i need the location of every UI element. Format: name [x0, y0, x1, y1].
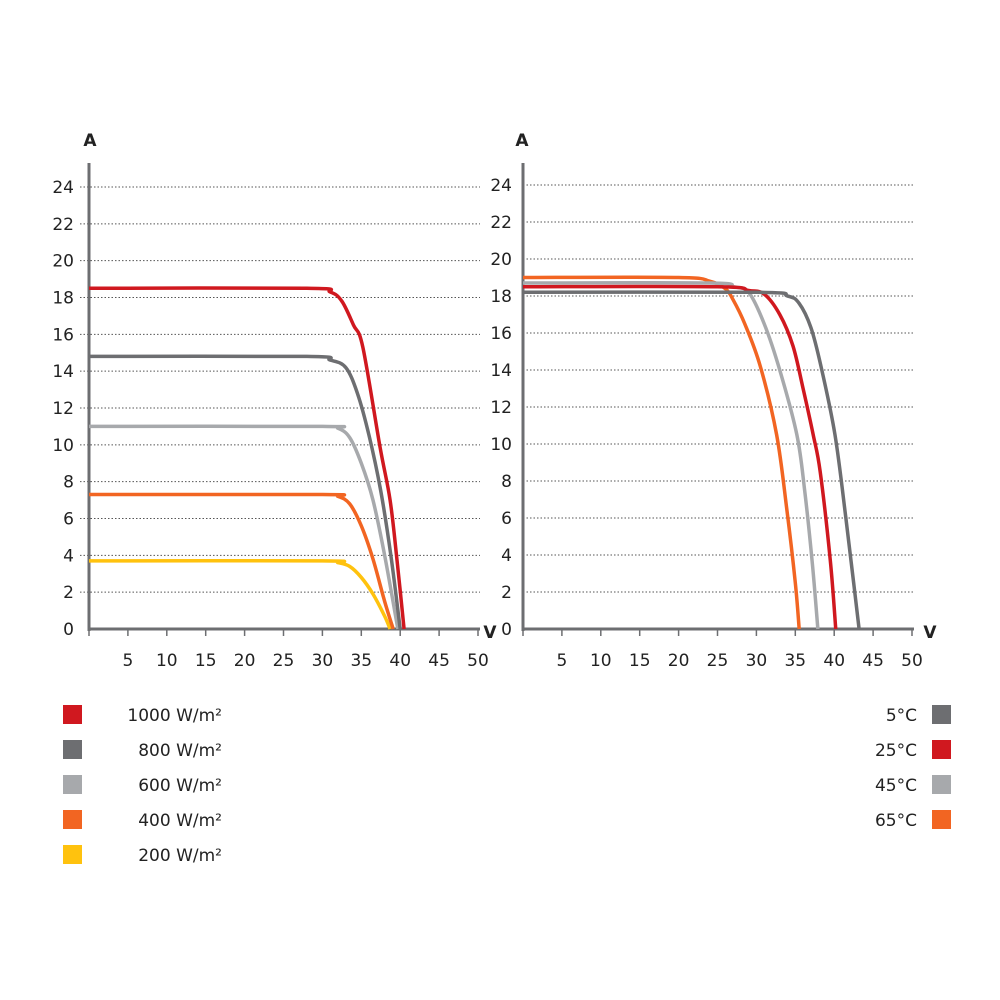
series-line — [522, 281, 820, 630]
y-tick-label: 16 — [52, 325, 74, 345]
series-line — [88, 354, 402, 630]
y-tick-label: 4 — [63, 546, 74, 566]
x-tick-label: 25 — [273, 651, 295, 671]
series-line — [88, 424, 400, 630]
y-tick-label: 6 — [501, 509, 512, 529]
y-tick-label: 24 — [490, 176, 512, 196]
legend-swatch — [63, 845, 82, 864]
x-tick-label: 15 — [629, 651, 651, 671]
x-tick-label: 30 — [312, 651, 334, 671]
y-axis-title: A — [83, 131, 97, 151]
x-tick-label: 20 — [668, 651, 690, 671]
series-line — [522, 275, 801, 630]
x-tick-label: 10 — [590, 651, 612, 671]
legend-swatch — [932, 775, 951, 794]
y-tick-label: 10 — [52, 436, 74, 456]
legend-label: 25°C — [875, 741, 917, 761]
legend-label: 600 W/m² — [138, 776, 222, 796]
y-axis-title: A — [515, 131, 529, 151]
x-tick-label: 50 — [467, 651, 489, 671]
series-line — [88, 286, 406, 630]
x-tick-label: 30 — [746, 651, 768, 671]
y-tick-label: 2 — [501, 583, 512, 603]
x-tick-label: 15 — [195, 651, 217, 671]
legend-label: 1000 W/m² — [127, 706, 222, 726]
y-tick-label: 0 — [63, 620, 74, 640]
y-tick-label: 20 — [52, 252, 74, 272]
legend-swatch — [63, 740, 82, 759]
legend-swatch — [63, 775, 82, 794]
x-tick-label: 35 — [784, 651, 806, 671]
y-tick-label: 14 — [490, 361, 512, 381]
y-tick-label: 18 — [52, 289, 74, 309]
x-tick-label: 40 — [389, 651, 411, 671]
x-tick-label: 45 — [862, 651, 884, 671]
y-tick-label: 14 — [52, 362, 74, 382]
y-tick-label: 2 — [63, 583, 74, 603]
legend-swatch — [63, 705, 82, 724]
y-tick-label: 8 — [63, 473, 74, 493]
series-line — [88, 558, 392, 630]
y-tick-label: 18 — [490, 287, 512, 307]
x-tick-label: 5 — [122, 651, 133, 671]
x-tick-label: 10 — [156, 651, 178, 671]
legend-label: 65°C — [875, 811, 917, 831]
legend-swatch — [932, 740, 951, 759]
series-line — [522, 290, 861, 630]
x-axis-title: V — [923, 623, 937, 643]
y-tick-label: 12 — [52, 399, 74, 419]
legend-label: 200 W/m² — [138, 846, 222, 866]
legend-label: 400 W/m² — [138, 811, 222, 831]
y-tick-label: 4 — [501, 546, 512, 566]
x-tick-label: 45 — [428, 651, 450, 671]
y-tick-label: 8 — [501, 472, 512, 492]
y-tick-label: 12 — [490, 398, 512, 418]
y-tick-label: 6 — [63, 510, 74, 530]
x-tick-label: 5 — [556, 651, 567, 671]
legend-label: 45°C — [875, 776, 917, 796]
y-tick-label: 20 — [490, 250, 512, 270]
series-line — [522, 284, 838, 630]
x-axis-title: V — [483, 623, 497, 643]
y-tick-label: 0 — [501, 620, 512, 640]
x-tick-label: 40 — [823, 651, 845, 671]
series-line — [88, 492, 395, 630]
y-tick-label: 22 — [52, 215, 74, 235]
y-tick-label: 22 — [490, 213, 512, 233]
legend-swatch — [932, 705, 951, 724]
y-tick-label: 10 — [490, 435, 512, 455]
legend-swatch — [63, 810, 82, 829]
x-tick-label: 50 — [901, 651, 923, 671]
x-tick-label: 20 — [234, 651, 256, 671]
y-tick-label: 24 — [52, 178, 74, 198]
legend-label: 5°C — [886, 706, 917, 726]
x-tick-label: 25 — [707, 651, 729, 671]
x-tick-label: 35 — [350, 651, 372, 671]
y-tick-label: 16 — [490, 324, 512, 344]
legend-label: 800 W/m² — [138, 741, 222, 761]
legend-swatch — [932, 810, 951, 829]
